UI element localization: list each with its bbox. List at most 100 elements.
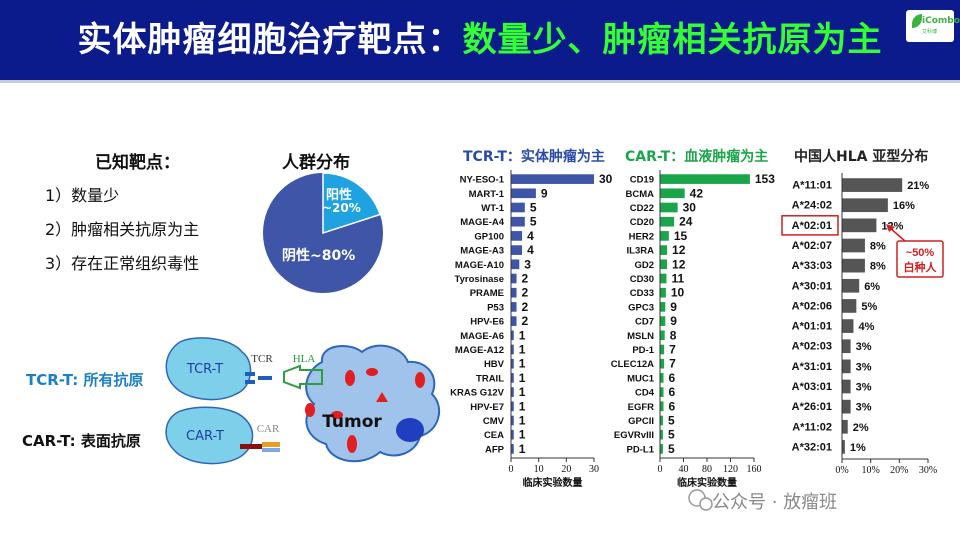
value-label: 1%: [850, 442, 866, 454]
tumor-antigen-spot: [345, 370, 355, 386]
category-label: MSLN: [627, 331, 654, 342]
x-tick-label: 0: [509, 464, 514, 475]
category-label: A*32:01: [792, 441, 832, 453]
annotation-line1: ~50%: [906, 247, 935, 259]
car-antigen-label: CAR-T: 表面抗原: [22, 432, 141, 450]
category-label: MUC1: [627, 373, 655, 384]
category-label: A*30:01: [792, 280, 832, 292]
bar: [660, 231, 669, 241]
value-label: 21%: [907, 180, 929, 192]
category-label: CD20: [630, 217, 654, 228]
category-label: A*24:02: [792, 200, 832, 212]
bar: [511, 415, 514, 426]
bar: [660, 444, 663, 454]
hla-bar-chart: A*11:0121%A*24:0216%A*02:0112%A*02:078%A…: [781, 173, 944, 476]
category-label: CLEC12A: [611, 359, 654, 370]
tumor-label: Tumor: [322, 412, 382, 432]
bar: [842, 440, 845, 454]
bar: [660, 302, 666, 312]
value-label: 2%: [853, 422, 869, 434]
value-label: 10: [671, 286, 685, 300]
annotation-line2: 白种人: [904, 260, 938, 274]
tcr-chart-title: TCR-T：实体肿瘤为主: [463, 149, 605, 165]
value-label: 16%: [893, 200, 915, 212]
category-label: HER2: [629, 231, 654, 242]
bar: [660, 387, 664, 397]
bar: [511, 174, 594, 184]
value-label: 3%: [856, 361, 872, 373]
x-axis-title: 临床实验数量: [677, 476, 737, 489]
bar: [842, 339, 851, 354]
known-target-item: 1）数量少: [45, 186, 120, 205]
logo-text: iCombo: [922, 16, 960, 26]
pie-label-positive: 阳性: [326, 188, 353, 203]
hla-tag: HLA: [293, 353, 316, 365]
value-label: 9: [670, 314, 677, 328]
value-label: 5: [530, 215, 537, 229]
bar: [511, 387, 514, 397]
bar: [511, 358, 514, 369]
bar: [660, 344, 665, 355]
tumor-antigen-spot: [415, 372, 425, 388]
category-label: A*02:03: [792, 341, 832, 353]
value-label: 5: [668, 442, 675, 456]
category-label: CD19: [630, 175, 654, 186]
value-label: 1: [519, 414, 526, 428]
value-label: 12: [672, 257, 686, 271]
bar: [660, 330, 665, 341]
bar: [511, 330, 514, 341]
value-label: 6%: [864, 281, 880, 293]
category-label: MAGE-A4: [460, 217, 505, 228]
category-label: MART-1: [469, 189, 505, 200]
category-label: EGVRvIII: [614, 430, 654, 441]
watermark-text: 公众号 · 放瘤班: [712, 492, 838, 513]
bar: [842, 319, 854, 333]
x-tick-label: 30%: [919, 465, 937, 476]
category-label: PRAME: [470, 288, 504, 299]
bar: [842, 198, 888, 213]
category-label: A*03:01: [792, 381, 832, 393]
bar: [511, 344, 514, 355]
tcr-receptor: [245, 380, 255, 384]
car-tag: CAR: [257, 423, 280, 435]
bar: [660, 245, 668, 255]
known-target-item: 2）肿瘤相关抗原为主: [45, 220, 200, 239]
category-label: TRAIL: [476, 373, 504, 384]
bar: [660, 373, 664, 383]
car-receptor-domain: [262, 442, 280, 447]
page-title-white: 实体肿瘤细胞治疗靶点：: [77, 20, 463, 60]
category-label: MAGE-A10: [455, 260, 504, 271]
car-receptor-stalk: [240, 444, 262, 449]
category-label: AFP: [485, 444, 505, 455]
wechat-icon: [688, 489, 713, 511]
category-label: CD30: [630, 274, 654, 285]
x-tick-label: 0%: [835, 465, 848, 476]
category-label: GD2: [634, 260, 654, 271]
value-label: 1: [519, 428, 526, 442]
bar: [660, 174, 750, 184]
tumor-antigen-spot: [305, 403, 315, 417]
tumor-antigen-spot: [331, 411, 343, 419]
value-label: 2: [522, 272, 529, 286]
value-label: 4: [527, 229, 534, 243]
category-label: NY-ESO-1: [460, 175, 505, 186]
bar: [511, 373, 514, 383]
value-label: 2: [522, 314, 529, 328]
pie-label-negative: 阴性~80%: [282, 248, 356, 264]
value-label: 7: [669, 343, 676, 357]
bar: [660, 216, 675, 227]
bar: [511, 231, 523, 241]
bar: [511, 202, 525, 213]
bar: [842, 299, 857, 313]
category-label: GPCII: [628, 416, 654, 427]
tcr-t-cell: [165, 337, 252, 401]
value-label: 3%: [856, 382, 872, 394]
bar: [511, 444, 514, 454]
tcr-receptor: [245, 372, 255, 376]
bar: [660, 259, 668, 270]
category-label: WT-1: [481, 203, 504, 214]
value-label: 1: [519, 343, 526, 357]
car-bar-chart: CD19 153 BCMA 42 CD22 30 CD20 24 HER2 15 IL3RA 12 GD…: [611, 170, 775, 489]
value-label: 1: [519, 328, 526, 342]
